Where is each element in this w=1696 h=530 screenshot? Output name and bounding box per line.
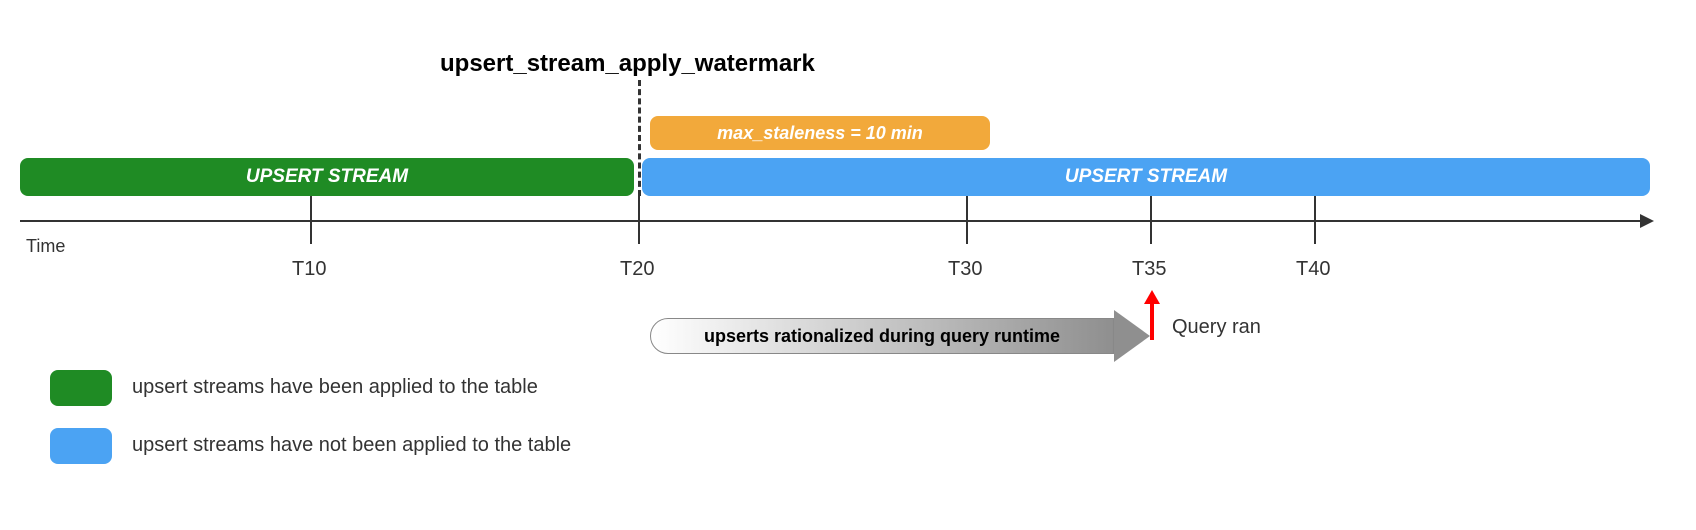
legend-text: upsert streams have not been applied to … xyxy=(132,434,571,457)
query-ran-label: Query ran xyxy=(1172,316,1261,339)
rationalized-arrow-head xyxy=(1114,310,1150,362)
legend-swatch xyxy=(50,370,112,406)
tick xyxy=(310,196,312,244)
tick-label: T35 xyxy=(1132,258,1166,281)
rationalized-arrow: upserts rationalized during query runtim… xyxy=(650,310,1150,362)
axis-arrowhead xyxy=(1640,214,1654,228)
query-arrow-line xyxy=(1150,302,1154,340)
axis-label: Time xyxy=(26,236,65,257)
diagram-title: upsert_stream_apply_watermark xyxy=(440,50,815,78)
watermark-line xyxy=(638,80,641,196)
tick xyxy=(638,196,640,244)
axis-line xyxy=(20,220,1640,222)
tick-label: T40 xyxy=(1296,258,1330,281)
tick-label: T20 xyxy=(620,258,654,281)
tick xyxy=(966,196,968,244)
bar-stream_applied: UPSERT STREAM xyxy=(20,158,634,196)
legend-swatch xyxy=(50,428,112,464)
legend-text: upsert streams have been applied to the … xyxy=(132,376,538,399)
tick-label: T30 xyxy=(948,258,982,281)
rationalized-arrow-label: upserts rationalized during query runtim… xyxy=(650,318,1114,354)
tick xyxy=(1150,196,1152,244)
tick-label: T10 xyxy=(292,258,326,281)
bar-stream_pending: UPSERT STREAM xyxy=(642,158,1650,196)
tick xyxy=(1314,196,1316,244)
bar-staleness: max_staleness = 10 min xyxy=(650,116,990,150)
